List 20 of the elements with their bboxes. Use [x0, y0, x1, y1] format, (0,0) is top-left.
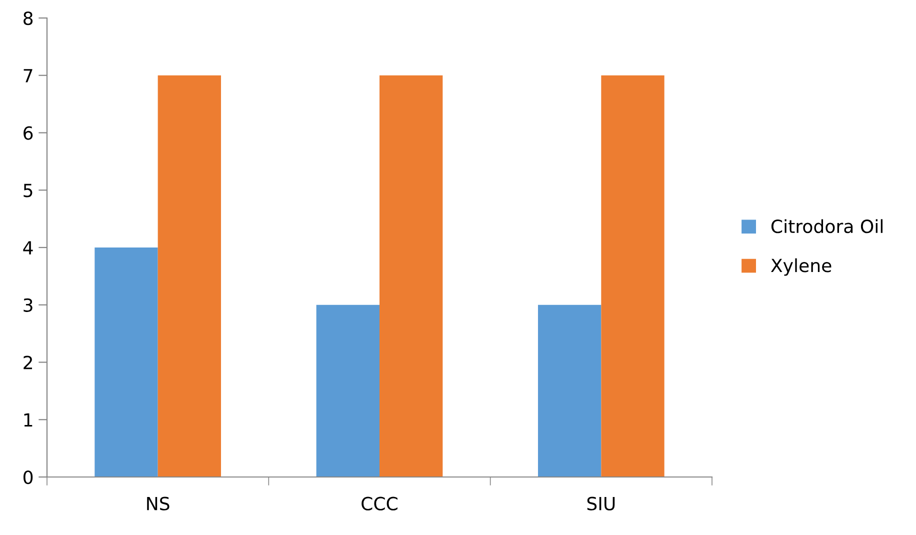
y-tick-label: 0 [24, 470, 33, 484]
bar [380, 75, 443, 477]
y-tick-label: 8 [24, 11, 33, 26]
bar [316, 304, 380, 477]
y-tick-label: 7 [24, 69, 32, 82]
bar [601, 75, 664, 477]
legend-label: Citrodora Oil [771, 219, 882, 234]
y-tick-label: 2 [24, 356, 32, 370]
bar [538, 304, 602, 477]
bar [158, 75, 222, 477]
x-tick-label: SIU [587, 496, 615, 510]
y-tick-label: 5 [24, 184, 32, 198]
x-tick-label: NS [147, 496, 170, 510]
x-tick-label: CCC [362, 496, 398, 510]
y-tick-label: 3 [24, 298, 32, 312]
y-tick-label: 4 [23, 241, 33, 254]
y-tick-label: 6 [24, 126, 33, 140]
legend-label: Xylene [770, 258, 832, 276]
bar [94, 248, 158, 477]
y-tick-label: 1 [24, 413, 32, 426]
